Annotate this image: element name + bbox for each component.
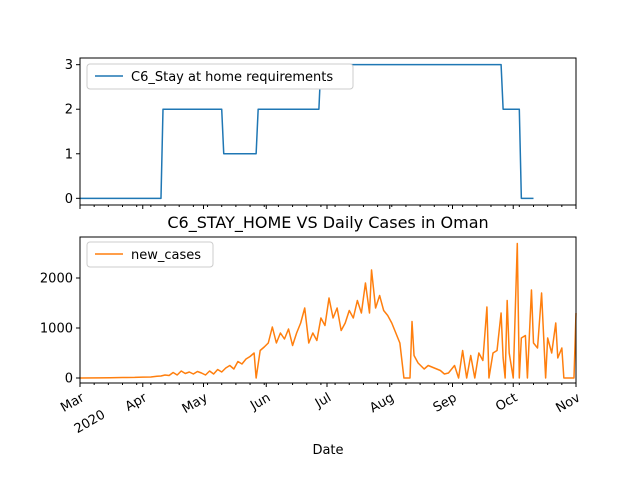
stay-home-panel: 0 1 2 3 C6_Stay at home requirements <box>65 57 577 209</box>
stay-home-legend-label: C6_Stay at home requirements <box>131 70 333 85</box>
x-tick-label: Apr <box>123 390 151 415</box>
x-tick-label: Oct <box>493 390 520 414</box>
x-tick-label: Aug <box>367 390 396 416</box>
stay-home-x-ticks <box>79 205 577 209</box>
stay-home-legend: C6_Stay at home requirements <box>86 63 354 90</box>
x-tick-label: Sep <box>431 390 460 415</box>
new-cases-legend-label: new_cases <box>131 248 201 263</box>
stay-home-series-line <box>80 63 534 200</box>
x-tick-labels: Mar Apr May Jun Jul Aug Sep Oct Nov <box>58 390 583 417</box>
new-cases-axes-frame <box>79 236 577 384</box>
new-cases-y-tick-label: 2000 <box>40 272 73 287</box>
x-tick-label: May <box>180 390 211 417</box>
x-tick-label: Jul <box>312 390 334 411</box>
x-year-label: 2020 <box>72 407 108 437</box>
new-cases-y-tick-label: 1000 <box>40 322 73 337</box>
stay-home-y-tick-label: 3 <box>65 58 73 73</box>
new-cases-legend-box <box>86 241 214 268</box>
new-cases-y-ticks: 0 1000 2000 <box>40 272 80 387</box>
new-cases-legend: new_cases <box>86 241 214 268</box>
x-tick-label: Jun <box>247 390 273 414</box>
new-cases-series-group <box>79 242 577 379</box>
stay-home-y-ticks: 0 1 2 3 <box>65 58 80 207</box>
chart-title: C6_STAY_HOME VS Daily Cases in Oman <box>167 213 488 233</box>
stay-home-axes-frame <box>79 57 577 206</box>
new-cases-panel: 0 1000 2000 new_cases <box>40 236 577 387</box>
new-cases-x-ticks <box>79 383 577 387</box>
stay-home-legend-box <box>86 63 354 90</box>
new-cases-y-tick-label: 0 <box>65 372 73 387</box>
stay-home-y-tick-label: 1 <box>65 147 73 162</box>
x-tick-label: Nov <box>554 390 584 416</box>
stay-home-y-tick-label: 0 <box>65 192 73 207</box>
x-tick-label: Mar <box>58 390 87 416</box>
stay-home-series-group <box>80 63 534 200</box>
x-axis-label: Date <box>312 443 343 458</box>
new-cases-series-line <box>79 242 577 379</box>
stay-home-y-tick-label: 2 <box>65 103 73 118</box>
